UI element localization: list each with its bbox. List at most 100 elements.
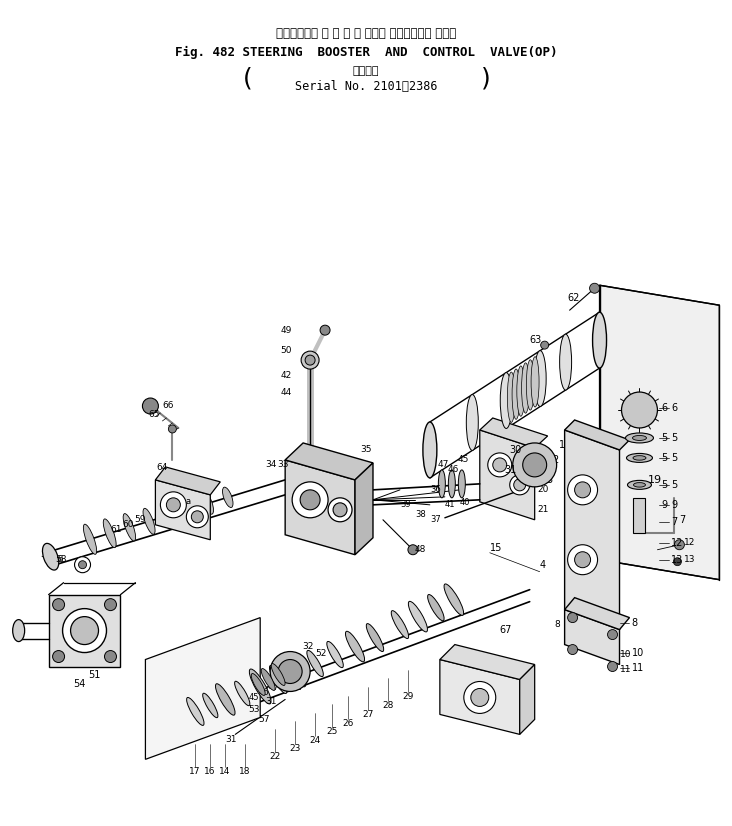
Ellipse shape	[203, 693, 218, 718]
Circle shape	[278, 659, 302, 683]
Text: 5: 5	[671, 433, 678, 443]
Text: 53: 53	[248, 705, 260, 714]
Ellipse shape	[235, 681, 250, 705]
Ellipse shape	[183, 498, 194, 521]
Polygon shape	[564, 430, 619, 629]
Text: 5: 5	[662, 480, 668, 490]
Circle shape	[567, 644, 578, 654]
Text: 9: 9	[662, 500, 668, 510]
Polygon shape	[564, 610, 619, 665]
Text: 24: 24	[309, 736, 321, 745]
Circle shape	[514, 479, 526, 491]
Ellipse shape	[560, 335, 572, 390]
Text: 33: 33	[277, 460, 288, 469]
Text: 50: 50	[280, 345, 291, 354]
Ellipse shape	[269, 666, 287, 694]
Circle shape	[292, 482, 328, 518]
Text: 45: 45	[458, 455, 469, 464]
Text: 61: 61	[111, 525, 122, 534]
Text: 7: 7	[671, 517, 678, 527]
Text: 5: 5	[671, 480, 678, 490]
Text: 47: 47	[438, 460, 449, 469]
Text: 35: 35	[360, 445, 372, 454]
Text: 17: 17	[190, 767, 201, 776]
Text: 2: 2	[553, 455, 559, 465]
Text: 64: 64	[157, 463, 168, 472]
Text: 18: 18	[239, 767, 251, 776]
Text: 46: 46	[258, 688, 269, 697]
Text: 11: 11	[619, 665, 631, 674]
Ellipse shape	[305, 355, 315, 365]
Circle shape	[567, 613, 578, 623]
Text: 10: 10	[632, 648, 643, 657]
Text: 47: 47	[268, 683, 279, 692]
Text: 13: 13	[671, 555, 684, 565]
Circle shape	[674, 539, 684, 550]
Text: 7: 7	[679, 515, 686, 525]
Ellipse shape	[438, 470, 445, 498]
Text: 67: 67	[500, 624, 512, 634]
Ellipse shape	[143, 508, 155, 534]
Text: 46: 46	[448, 465, 459, 474]
Text: a: a	[185, 497, 190, 506]
Text: 6: 6	[671, 403, 678, 413]
Text: 49: 49	[280, 325, 291, 335]
Ellipse shape	[250, 669, 271, 704]
Circle shape	[320, 325, 330, 335]
Ellipse shape	[500, 373, 512, 429]
Text: 20: 20	[538, 486, 549, 494]
Text: 14: 14	[220, 767, 231, 776]
Text: 12: 12	[671, 538, 684, 548]
Text: 15: 15	[490, 543, 502, 553]
Text: 25: 25	[326, 727, 337, 736]
Ellipse shape	[272, 663, 285, 686]
Ellipse shape	[593, 312, 607, 368]
Polygon shape	[600, 285, 720, 580]
Ellipse shape	[123, 514, 135, 541]
Polygon shape	[285, 443, 373, 480]
Circle shape	[168, 425, 176, 433]
Ellipse shape	[633, 456, 646, 460]
Ellipse shape	[103, 519, 116, 548]
Circle shape	[62, 609, 106, 653]
Text: 31: 31	[225, 735, 236, 744]
Circle shape	[608, 629, 618, 639]
Circle shape	[160, 491, 187, 518]
Text: 44: 44	[280, 387, 291, 396]
Ellipse shape	[627, 453, 652, 463]
Polygon shape	[479, 418, 548, 448]
Circle shape	[488, 453, 512, 477]
Text: ): )	[481, 67, 490, 91]
Ellipse shape	[517, 366, 525, 416]
Text: 63: 63	[530, 335, 542, 345]
Text: 26: 26	[342, 719, 354, 728]
Text: 48: 48	[415, 545, 426, 554]
Text: 適用号機: 適用号機	[353, 65, 379, 76]
Circle shape	[673, 558, 681, 566]
Polygon shape	[564, 420, 630, 450]
Ellipse shape	[307, 650, 324, 676]
Text: 31: 31	[505, 465, 517, 475]
Text: 30: 30	[509, 445, 522, 455]
Circle shape	[70, 617, 99, 644]
Ellipse shape	[251, 673, 265, 695]
Ellipse shape	[163, 503, 174, 528]
Ellipse shape	[512, 369, 520, 420]
Ellipse shape	[458, 470, 466, 498]
Ellipse shape	[626, 433, 654, 443]
Circle shape	[493, 458, 507, 472]
Circle shape	[471, 689, 489, 706]
Circle shape	[523, 453, 547, 477]
Text: 28: 28	[382, 701, 393, 710]
Ellipse shape	[42, 544, 59, 570]
Ellipse shape	[427, 595, 444, 621]
Circle shape	[105, 599, 116, 610]
Polygon shape	[155, 480, 210, 539]
Text: 54: 54	[73, 680, 86, 690]
Circle shape	[567, 475, 597, 505]
Circle shape	[105, 651, 116, 662]
Text: 34: 34	[265, 460, 277, 469]
Text: 5: 5	[671, 453, 678, 463]
Circle shape	[187, 506, 209, 528]
Text: 45: 45	[248, 693, 258, 702]
